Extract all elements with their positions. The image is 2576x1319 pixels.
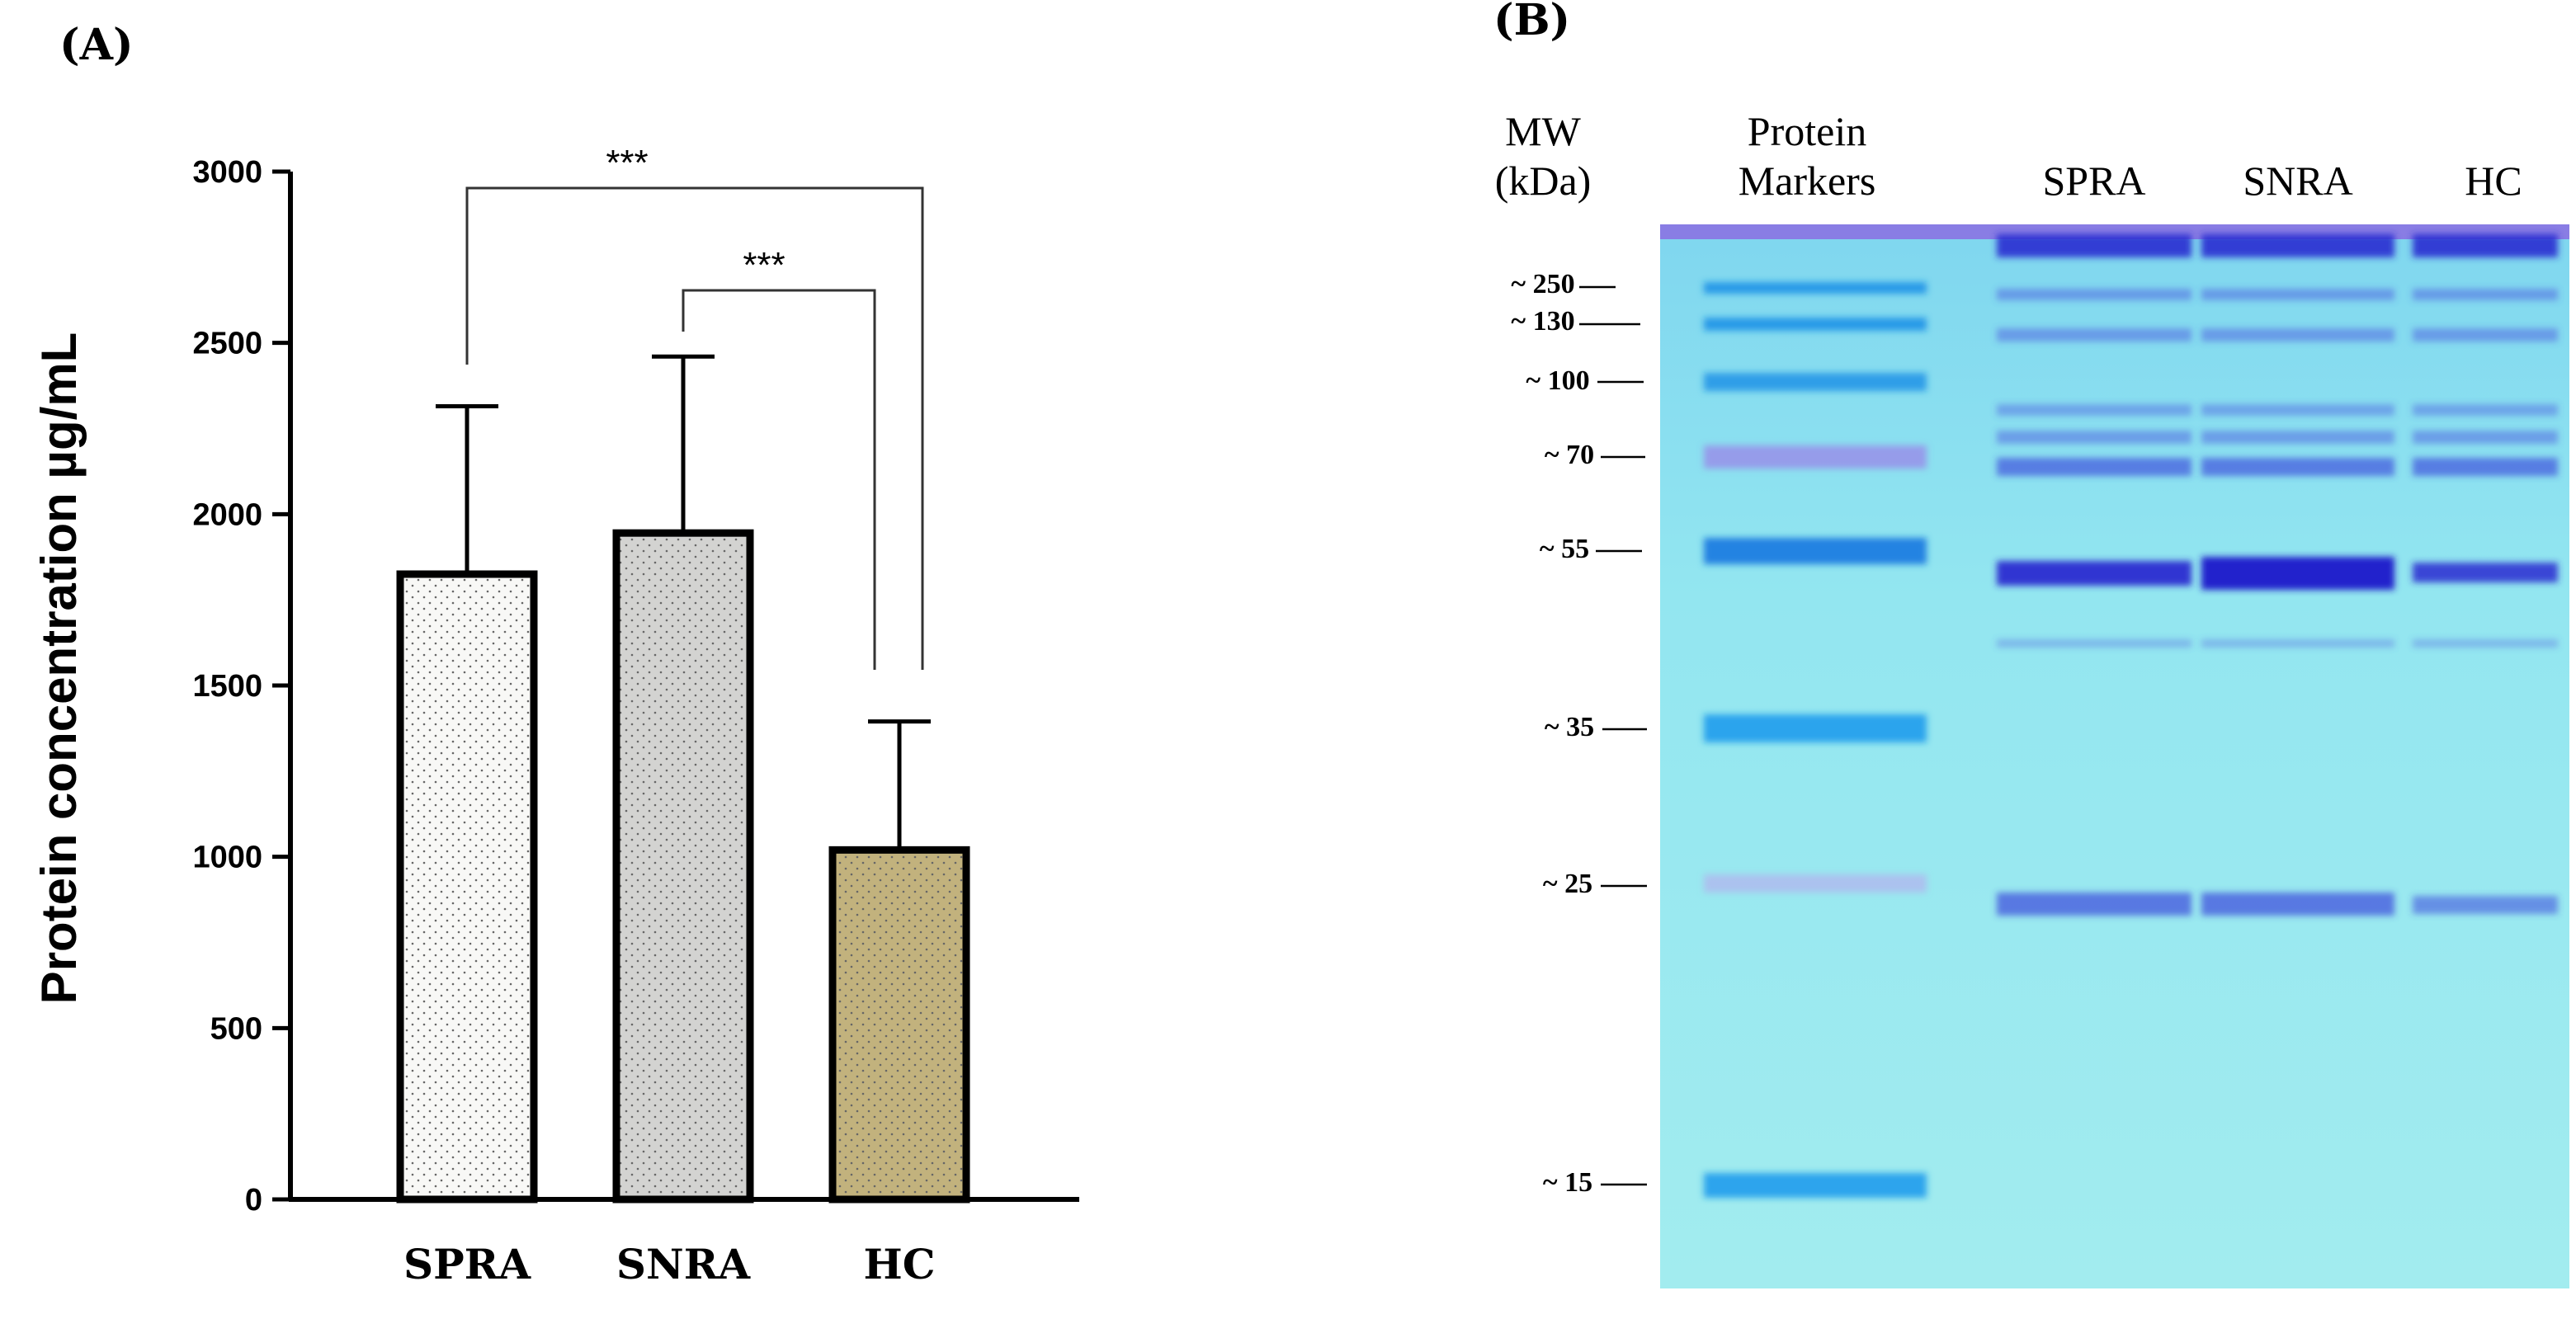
hc-band [2413,458,2558,476]
markers-header-line2: Markers [1739,158,1876,204]
spra-band [1997,289,2191,300]
mw-header: MW [1505,108,1581,154]
sig-label-snra-hc: *** [743,245,785,285]
y-tick-label: 3000 [192,155,262,190]
sig-label-spra-hc: *** [606,143,648,183]
lane-snra [2201,234,2394,916]
panel-a-label: (A) [59,20,134,70]
mw-label-15: ~ 15 [1543,1167,1592,1198]
bar-spra [396,570,538,1204]
marker-band-100 [1704,373,1927,391]
lane-spra [1997,234,2191,916]
marker-band-250 [1704,282,1927,294]
marker-lane [1704,282,1927,1198]
mw-label-130: ~ 130 [1511,306,1574,337]
y-tick-label: 1000 [192,841,262,875]
marker-band-15 [1704,1173,1927,1198]
hc-band [2413,328,2558,342]
snra-band [2201,328,2394,342]
lane-hc [2413,234,2558,914]
spra-band-top [1997,234,2191,257]
panel-b-label: (B) [1493,0,1570,45]
hc-band [2413,431,2558,444]
lane-label-spra: SPRA [2042,158,2145,204]
snra-band [2201,431,2394,444]
mw-marker-labels: ~ 250 ~ 130 ~ 100 ~ 70 ~ 55 ~ 35 ~ 25 ~ … [1511,269,1647,1198]
marker-band-55 [1704,538,1927,564]
spra-band [1997,639,2191,648]
snra-band-main [2201,557,2394,590]
y-tick-label: 500 [210,1011,262,1046]
hc-band-main [2413,563,2558,582]
mw-label-35: ~ 35 [1545,712,1594,742]
panel-b: (B) MW (kDa) Protein Markers SPRA SNRA H… [1403,0,2576,1315]
lane-label-hc: HC [2465,158,2522,204]
spra-band [1997,431,2191,444]
y-tick-label: 2000 [192,497,262,532]
y-tick-label: 1500 [192,669,262,704]
markers-header: Protein [1748,108,1866,154]
y-axis-label: Protein concentration µg/mL [31,332,87,1005]
panel-a: (A) Protein concentration µg/mL 0 500 1000… [0,0,1155,1315]
snra-band-top [2201,234,2394,257]
y-tick-label: 2500 [192,327,262,361]
mw-label-25: ~ 25 [1543,869,1592,899]
x-tick-label-spra: SPRA [403,1240,531,1288]
marker-band-130 [1704,318,1927,331]
mw-unit-header: (kDa) [1495,158,1592,204]
marker-band-25 [1704,874,1927,893]
snra-band [2201,289,2394,300]
sig-bracket-spra-hc [465,186,924,670]
snra-band [2201,639,2394,648]
hc-band [2413,639,2558,648]
marker-band-35 [1704,714,1927,742]
spra-band [1997,458,2191,476]
spra-band-25 [1997,893,2191,916]
x-tick-label-snra: SNRA [616,1240,751,1288]
spra-band-main [1997,561,2191,586]
x-tick-label-hc: HC [863,1240,935,1288]
gel-background [1660,224,2569,1288]
spra-band [1997,404,2191,416]
hc-band-top [2413,234,2558,257]
hc-band [2413,289,2558,300]
bar-chart: (A) Protein concentration µg/mL 0 500 1000… [31,20,1079,1288]
mw-label-100: ~ 100 [1526,365,1589,396]
hc-band-25 [2413,896,2558,914]
mw-label-55: ~ 55 [1540,534,1589,564]
snra-band [2201,404,2394,416]
mw-label-70: ~ 70 [1545,440,1594,470]
spra-band [1997,328,2191,342]
gel-figure: (B) MW (kDa) Protein Markers SPRA SNRA H… [1493,0,2569,1288]
snra-band-25 [2201,893,2394,916]
snra-band [2201,458,2394,476]
mw-label-250: ~ 250 [1511,269,1574,299]
bar-hc [828,846,970,1204]
sig-bracket-snra-hc [682,289,876,670]
bar-snra [612,529,754,1204]
lane-label-snra: SNRA [2243,158,2352,204]
marker-band-70 [1704,445,1927,469]
hc-band [2413,404,2558,416]
y-tick-label: 0 [245,1183,262,1218]
